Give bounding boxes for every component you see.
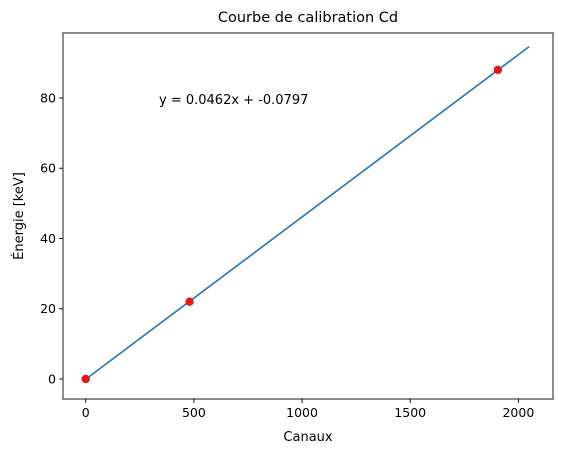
y-tick-label: 0 <box>48 371 56 386</box>
x-tick-label: 1500 <box>394 405 426 420</box>
data-point <box>81 374 90 384</box>
x-tick-label: 2000 <box>502 405 534 420</box>
y-axis-label: Énergie [keV] <box>11 172 27 260</box>
plot-area <box>81 45 530 384</box>
x-axis-ticks: 0 500 1000 1500 2000 <box>82 399 534 420</box>
y-axis-ticks: 0 20 40 60 80 <box>40 90 63 386</box>
fit-equation-annotation: y = 0.0462x + -0.0797 <box>159 93 308 108</box>
x-tick-label: 1000 <box>286 405 318 420</box>
fit-line <box>85 45 530 380</box>
x-axis-label: Canaux <box>283 430 332 445</box>
plot-frame <box>62 32 554 400</box>
y-tick-label: 80 <box>40 90 56 105</box>
y-tick-label: 40 <box>40 231 56 246</box>
x-tick-label: 500 <box>182 405 206 420</box>
chart-title: Courbe de calibration Cd <box>218 10 398 26</box>
data-point <box>185 297 194 306</box>
x-tick-label: 0 <box>82 405 90 420</box>
y-tick-label: 60 <box>40 161 56 176</box>
data-point <box>493 65 503 75</box>
y-tick-label: 20 <box>40 301 56 316</box>
points-layer <box>81 65 503 384</box>
fit-line-layer <box>85 45 530 380</box>
